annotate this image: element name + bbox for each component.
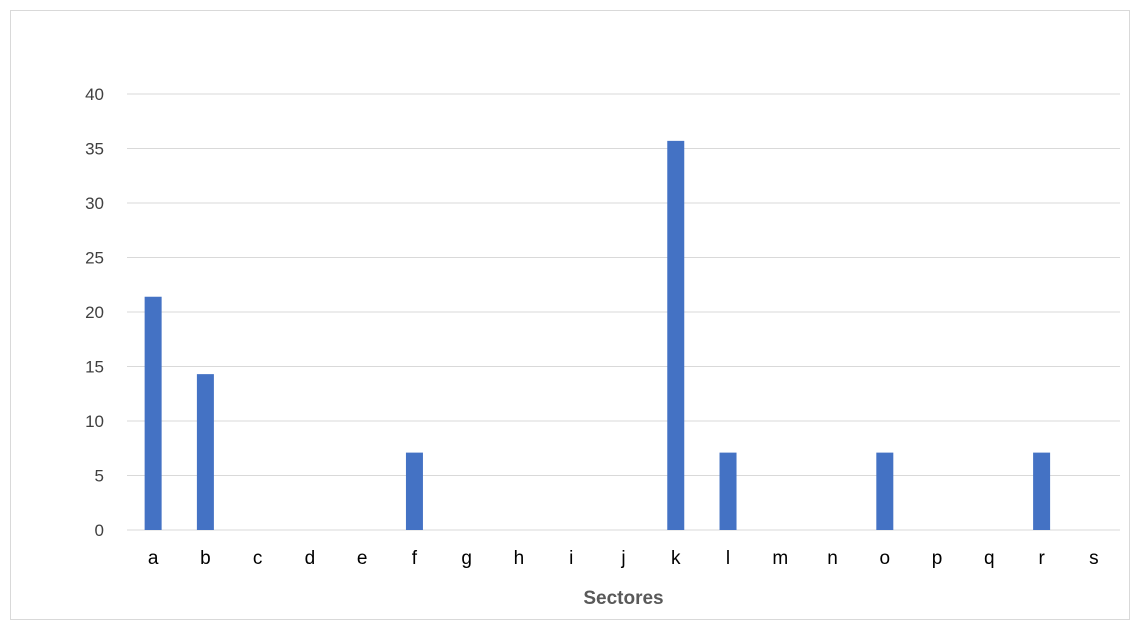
x-tick-label-q: q <box>984 548 995 569</box>
x-axis-title: Sectores <box>583 588 663 609</box>
y-axis-ticks: 0 5 10 15 20 25 30 35 40 <box>85 85 104 540</box>
x-tick-label-i: i <box>569 548 573 569</box>
x-tick-label-h: h <box>514 548 525 569</box>
bars <box>144 140 1051 530</box>
x-tick-label-o: o <box>880 548 891 569</box>
bar-l <box>719 452 737 530</box>
y-tick-label: 10 <box>85 412 104 431</box>
y-tick-label: 15 <box>85 358 104 377</box>
y-tick-label: 40 <box>85 85 104 104</box>
y-tick-label: 0 <box>95 521 104 540</box>
x-tick-label-s: s <box>1089 548 1099 569</box>
x-tick-label-m: m <box>772 548 788 569</box>
x-tick-label-n: n <box>827 548 838 569</box>
x-axis-ticks: a b c d e f g h i j k l m n o p q r s <box>148 548 1099 569</box>
bar-o <box>876 452 894 530</box>
x-tick-label-l: l <box>726 548 730 569</box>
y-tick-label: 30 <box>85 194 104 213</box>
gridlines <box>127 93 1120 531</box>
bar-k <box>667 140 685 530</box>
bar-f <box>405 452 423 530</box>
bar-r <box>1033 452 1051 530</box>
bar-a <box>144 296 162 530</box>
y-tick-label: 5 <box>95 467 104 486</box>
bar-b <box>196 374 214 530</box>
x-tick-label-a: a <box>148 548 159 569</box>
x-tick-label-e: e <box>357 548 368 569</box>
chart-frame <box>10 10 1130 620</box>
y-tick-label: 35 <box>85 140 104 159</box>
x-tick-label-k: k <box>671 548 681 569</box>
x-tick-label-j: j <box>620 548 625 569</box>
y-tick-label: 20 <box>85 303 104 322</box>
x-tick-label-b: b <box>200 548 211 569</box>
x-tick-label-r: r <box>1038 548 1045 569</box>
x-tick-label-c: c <box>253 548 263 569</box>
x-tick-label-g: g <box>461 548 472 569</box>
x-tick-label-d: d <box>305 548 316 569</box>
x-tick-label-f: f <box>412 548 418 569</box>
x-tick-label-p: p <box>932 548 943 569</box>
y-tick-label: 25 <box>85 249 104 268</box>
